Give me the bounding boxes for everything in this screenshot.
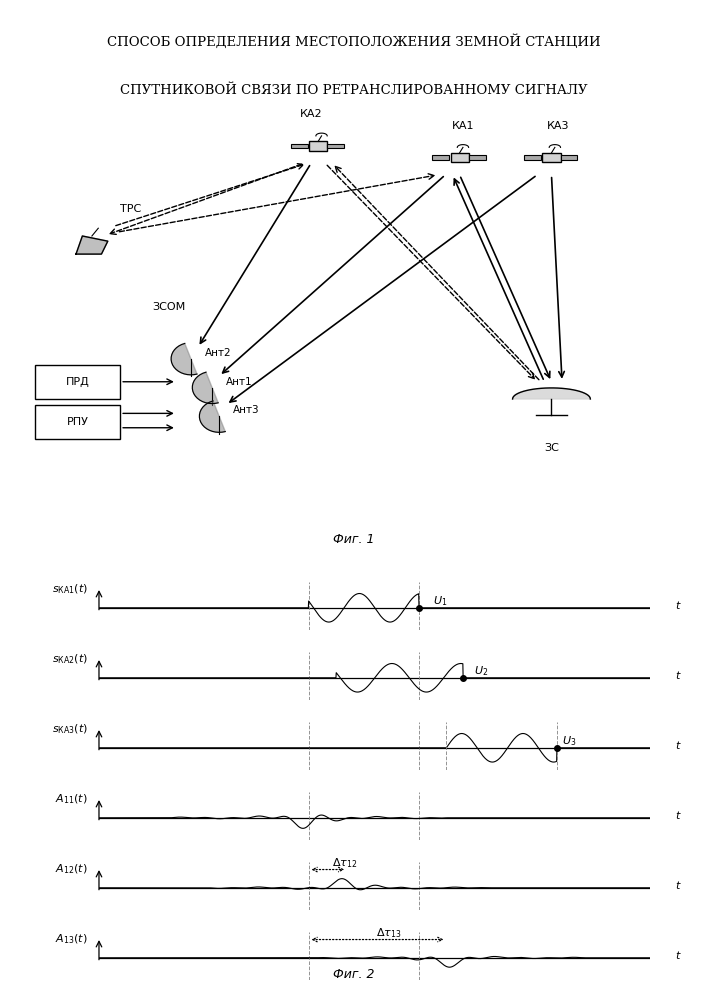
Text: $t$: $t$ — [674, 669, 682, 681]
Polygon shape — [171, 343, 197, 375]
Text: СПОСОБ ОПРЕДЕЛЕНИЯ МЕСТОПОЛОЖЕНИЯ ЗЕМНОЙ СТАНЦИИ: СПОСОБ ОПРЕДЕЛЕНИЯ МЕСТОПОЛОЖЕНИЯ ЗЕМНОЙ… — [107, 35, 600, 49]
Text: Ант1: Ант1 — [226, 377, 253, 387]
Text: $\Delta\tau_{13}$: $\Delta\tau_{13}$ — [375, 926, 402, 940]
Text: $t$: $t$ — [674, 739, 682, 751]
Bar — [450, 153, 469, 162]
Text: КА2: КА2 — [300, 109, 322, 119]
Text: $\Delta\tau_{12}$: $\Delta\tau_{12}$ — [332, 856, 357, 870]
Text: $A_{12}(t)$: $A_{12}(t)$ — [55, 863, 88, 876]
Bar — [291, 144, 308, 148]
Text: $s_{\mathrm{КА2}}(t)$: $s_{\mathrm{КА2}}(t)$ — [52, 653, 88, 666]
Bar — [35, 364, 120, 399]
Text: КА3: КА3 — [547, 121, 570, 131]
Text: ТРС: ТРС — [120, 204, 141, 214]
Bar — [433, 155, 450, 160]
Text: РПУ: РПУ — [67, 417, 88, 427]
Polygon shape — [192, 372, 218, 404]
Bar — [469, 155, 486, 160]
Bar — [542, 153, 561, 162]
Bar — [35, 405, 120, 439]
Bar — [327, 144, 344, 148]
Text: $U_1$: $U_1$ — [433, 594, 447, 608]
Text: КА1: КА1 — [452, 121, 474, 131]
Polygon shape — [76, 236, 108, 254]
Text: Фиг. 2: Фиг. 2 — [333, 968, 374, 982]
Text: $U_2$: $U_2$ — [474, 664, 489, 678]
Text: $t$: $t$ — [674, 879, 682, 891]
Polygon shape — [199, 401, 226, 432]
Text: $A_{11}(t)$: $A_{11}(t)$ — [55, 793, 88, 806]
Text: ЗСОМ: ЗСОМ — [152, 302, 185, 312]
Text: $U_3$: $U_3$ — [562, 734, 577, 748]
Text: $t$: $t$ — [674, 949, 682, 961]
Bar — [309, 141, 327, 151]
Polygon shape — [513, 388, 590, 399]
Bar — [561, 155, 578, 160]
Text: $s_{\mathrm{КА1}}(t)$: $s_{\mathrm{КА1}}(t)$ — [52, 583, 88, 596]
Text: Ант2: Ант2 — [205, 348, 232, 358]
Text: $A_{13}(t)$: $A_{13}(t)$ — [55, 933, 88, 946]
Bar — [525, 155, 542, 160]
Text: $t$: $t$ — [674, 599, 682, 611]
Text: Ант3: Ант3 — [233, 405, 260, 415]
Text: ЗС: ЗС — [544, 443, 559, 453]
Text: ПРД: ПРД — [66, 377, 90, 387]
Text: $t$: $t$ — [674, 809, 682, 821]
Text: СПУТНИКОВОЙ СВЯЗИ ПО РЕТРАНСЛИРОВАННОМУ СИГНАЛУ: СПУТНИКОВОЙ СВЯЗИ ПО РЕТРАНСЛИРОВАННОМУ … — [119, 84, 588, 97]
Text: Фиг. 1: Фиг. 1 — [333, 533, 374, 546]
Text: $s_{\mathrm{КА3}}(t)$: $s_{\mathrm{КА3}}(t)$ — [52, 723, 88, 736]
